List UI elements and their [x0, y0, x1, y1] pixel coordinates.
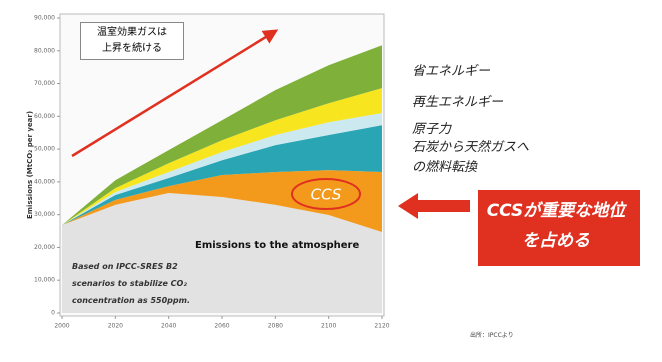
x-tick-label: 2080	[268, 323, 283, 330]
trend-arrow	[71, 29, 279, 158]
x-tick-label: 2040	[161, 323, 176, 330]
area	[62, 88, 382, 226]
series-label: CCS	[311, 186, 342, 204]
x-tick-label: 2020	[108, 323, 123, 330]
callout-arrow	[398, 193, 470, 219]
source: 出所：IPCCより	[470, 332, 514, 339]
legend-label: 省エネルギー	[412, 64, 491, 79]
area	[62, 170, 382, 233]
y-tick-label: 60,000	[34, 113, 55, 120]
callout-text: CCSが重要な地位を占める	[486, 201, 626, 251]
x-tick-label: 2120	[374, 323, 389, 330]
y-tick-label: 80,000	[34, 47, 55, 54]
y-tick-label: 0	[51, 310, 55, 317]
y-axis-label: Emissions (MtCO₂ per year)	[26, 111, 34, 219]
area	[62, 125, 382, 226]
legend-label: 原子力	[412, 122, 452, 137]
area	[62, 45, 382, 226]
area	[62, 193, 382, 313]
area	[62, 113, 382, 226]
legend-label: 再生エネルギー	[412, 95, 504, 110]
series-label: Emissions to the atmosphere	[195, 240, 359, 251]
scenario-note: Based on IPCC-SRES B2 scenarios to stabi…	[72, 262, 190, 305]
y-tick-label: 70,000	[34, 80, 55, 87]
y-tick-label: 50,000	[34, 146, 55, 153]
y-tick-label: 30,000	[34, 211, 55, 218]
ccs-ellipse	[291, 178, 361, 210]
legend-label: 石炭から天然ガスへの燃料転換	[412, 140, 530, 175]
callout-box	[478, 190, 640, 266]
trend-note: 温室効果ガスは上昇を続ける	[80, 22, 184, 60]
y-tick-label: 90,000	[34, 15, 55, 22]
x-tick-label: 2100	[321, 323, 336, 330]
y-tick-label: 20,000	[34, 244, 55, 251]
x-tick-label: 2060	[214, 323, 229, 330]
y-tick-label: 10,000	[34, 277, 55, 284]
y-tick-label: 40,000	[34, 178, 55, 185]
x-tick-label: 2000	[54, 323, 69, 330]
